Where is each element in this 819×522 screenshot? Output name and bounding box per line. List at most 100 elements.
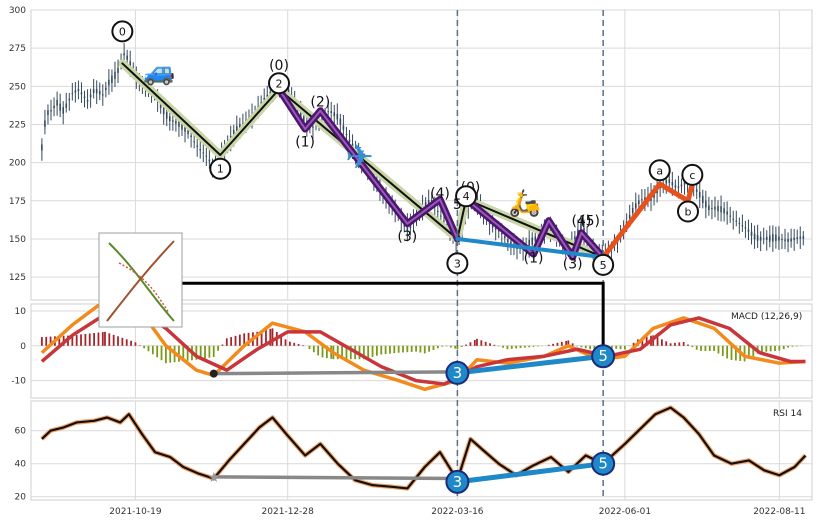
macd-histogram-bar: [691, 345, 694, 348]
macd-histogram-bar: [465, 344, 467, 346]
macd-histogram-bar: [571, 343, 574, 346]
macd-histogram-bar: [589, 345, 592, 350]
candle-body: [95, 88, 98, 94]
candle-body: [80, 92, 83, 95]
rsi-gray-divergence: [213, 475, 458, 481]
macd-histogram-bar: [502, 345, 504, 348]
candle-body: [720, 206, 722, 213]
macd-histogram-bar: [774, 345, 776, 351]
candle-body: [787, 238, 789, 243]
elliott-wave-lines: [118, 59, 695, 262]
x-tick-label: 2022-03-16: [431, 507, 484, 517]
x-tick-label: 2021-12-28: [262, 507, 315, 517]
candle-body: [528, 239, 530, 248]
candle-body: [634, 203, 637, 209]
candle-body: [440, 215, 442, 217]
x-tick-label: 2022-08-11: [753, 507, 805, 517]
candle-body: [41, 144, 43, 151]
candle-body: [741, 225, 744, 227]
candle-body: [668, 179, 671, 184]
divergence-marker-label: 5: [598, 455, 608, 473]
macd-histogram-bar: [469, 342, 472, 346]
candle-body: [793, 237, 795, 241]
macd-histogram-bar: [456, 345, 459, 350]
macd-histogram-bar: [121, 337, 124, 346]
candle-body: [726, 211, 728, 215]
candle-body: [196, 145, 199, 147]
macd-histogram-bar: [428, 345, 431, 352]
macd-histogram-bar: [743, 345, 746, 362]
macd-histogram-bar: [484, 341, 487, 346]
wave-label-text: 4: [463, 190, 470, 203]
wave-label-circle: [446, 252, 469, 275]
macd-histogram-bar: [660, 339, 663, 346]
macd-histogram-bar: [615, 345, 618, 349]
wave-label-circle: [681, 163, 704, 186]
macd-divergence-dot: [209, 369, 218, 378]
candle-body: [263, 98, 266, 100]
macd-histogram-bar: [280, 335, 283, 346]
macd-histogram-bar: [682, 342, 685, 346]
candle-body: [510, 241, 512, 246]
wave-label-circle: [648, 159, 671, 182]
x-tick-label: 2022-06-01: [599, 507, 651, 517]
candle-body: [625, 221, 628, 224]
candle-body: [711, 208, 713, 210]
macd-histogram-bar: [384, 345, 387, 355]
candle-body: [732, 218, 735, 220]
price-y-tick: 225: [9, 120, 26, 130]
macd-histogram-bar: [221, 344, 224, 346]
candle-body: [762, 238, 765, 240]
macd-histogram-bar: [567, 340, 570, 346]
macd-histogram-bar: [389, 345, 391, 354]
macd-histogram-bar: [182, 345, 185, 362]
candle-body: [236, 126, 238, 134]
macd-histogram-bar: [367, 345, 370, 359]
candle-body: [729, 215, 732, 217]
macd-histogram-bar: [624, 345, 626, 350]
macd-histogram-bar: [493, 344, 496, 346]
candle-body: [802, 236, 805, 239]
airplane-icon: ✈: [345, 138, 374, 178]
candle-body: [756, 235, 759, 241]
candle-body: [796, 237, 799, 239]
candle-body: [497, 229, 500, 232]
macd-histogram-bar: [269, 328, 272, 346]
macd-line: [40, 304, 806, 392]
candle-body: [574, 236, 576, 239]
divergence-marker-label: 3: [453, 364, 463, 382]
decorative-icons: 🚙 ✈ 🛵: [98, 57, 541, 328]
macd-histogram-bar: [506, 345, 509, 350]
candle-body: [175, 121, 177, 124]
macd-histogram-bar: [708, 345, 711, 351]
macd-histogram-bar: [704, 345, 707, 351]
candle-body: [187, 130, 189, 134]
candle-body: [577, 229, 579, 235]
macd-histogram-bar: [260, 330, 263, 346]
macd-y-tick: 10: [15, 307, 27, 317]
rsi-line: [41, 406, 807, 490]
macd-histogram-bar: [791, 345, 794, 347]
macd-histogram-bar: [721, 345, 724, 356]
macd-histogram-bar: [308, 345, 311, 349]
macd-histogram-bar: [795, 345, 798, 347]
candle-body: [312, 126, 314, 128]
macd-histogram-bar: [93, 333, 95, 346]
wave-label-text: 0: [119, 25, 126, 38]
macd-histogram-bar: [230, 337, 233, 346]
macd-histogram-bar: [75, 334, 78, 346]
macd-y-tick: 0: [20, 342, 26, 352]
macd-histogram-bar: [734, 345, 737, 361]
macd-histogram-bar: [212, 345, 215, 357]
candle-body: [260, 102, 262, 104]
macd-histogram-bar: [321, 345, 324, 358]
macd-histogram-bar: [293, 342, 296, 346]
macd-histogram-bar: [678, 342, 681, 346]
macd-panel-label: MACD (12,26,9): [731, 312, 802, 322]
divergence-marker: [591, 344, 616, 369]
candle-body: [111, 75, 113, 83]
macd-histogram-bar: [536, 345, 539, 347]
macd-histogram-bar: [208, 345, 211, 358]
macd-histogram-bar: [71, 335, 74, 346]
candle-body: [717, 205, 719, 212]
